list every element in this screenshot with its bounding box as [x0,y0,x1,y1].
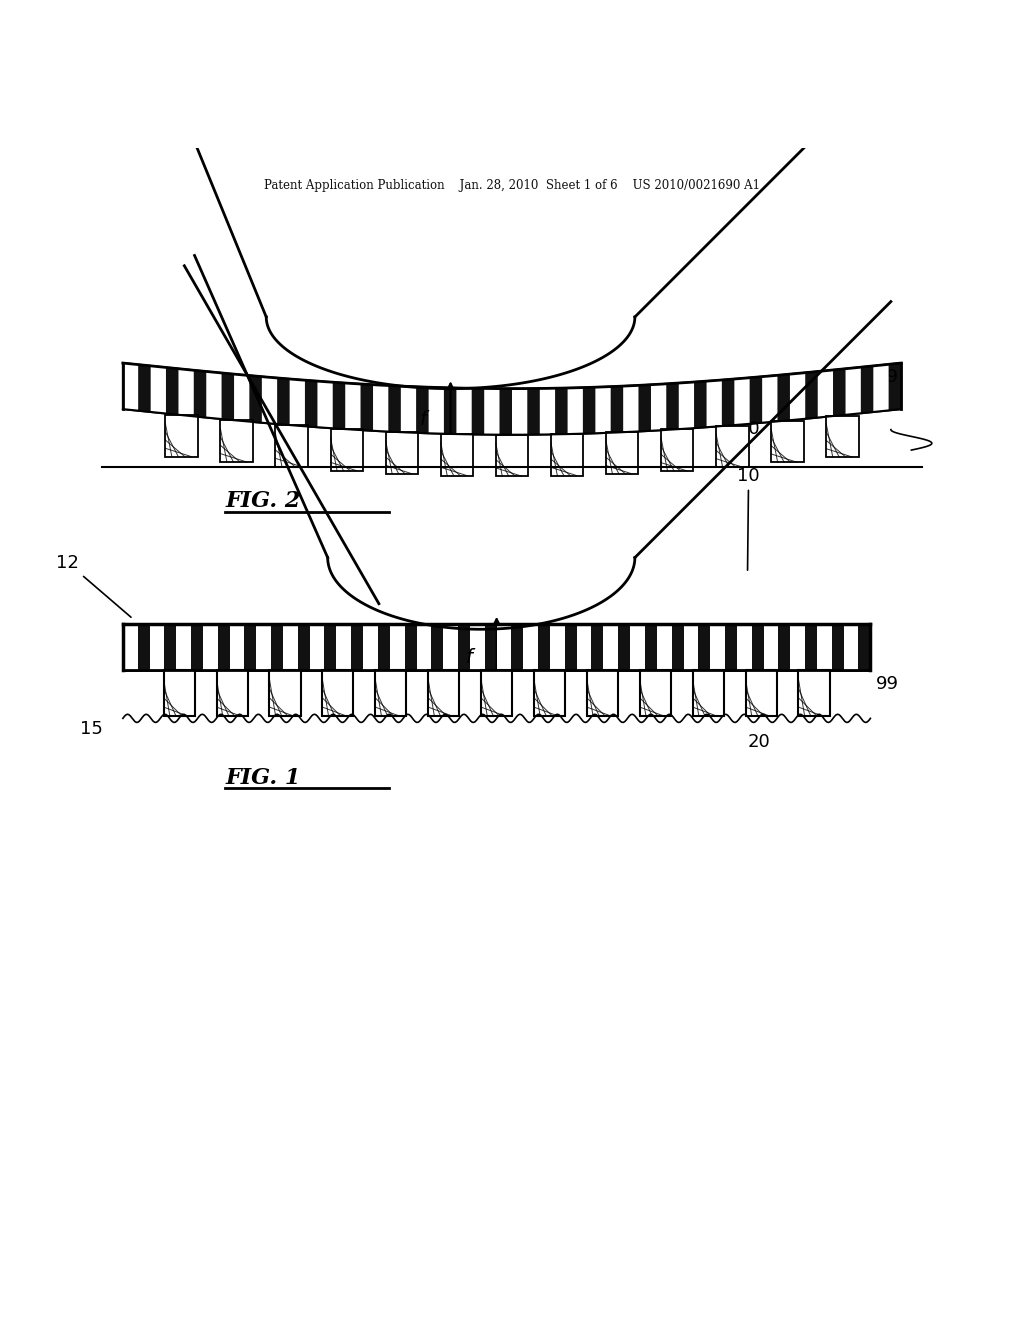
Polygon shape [817,624,831,671]
Bar [799,671,829,717]
Polygon shape [873,364,889,412]
Bar [386,432,418,474]
Polygon shape [484,388,500,434]
Polygon shape [818,370,834,418]
Polygon shape [317,381,333,428]
Polygon shape [373,384,388,432]
Text: 99: 99 [876,676,898,693]
Polygon shape [400,385,416,433]
Text: 15: 15 [80,719,102,738]
Polygon shape [345,383,360,430]
Polygon shape [577,624,592,671]
Polygon shape [540,388,555,434]
Text: Patent Application Publication    Jan. 28, 2010  Sheet 1 of 6    US 2010/0021690: Patent Application Publication Jan. 28, … [264,180,760,193]
Polygon shape [497,624,511,671]
Polygon shape [603,624,618,671]
Polygon shape [206,371,221,418]
Polygon shape [844,624,858,671]
Polygon shape [150,624,164,671]
Polygon shape [256,624,271,671]
Bar [165,414,198,457]
Polygon shape [123,363,901,434]
Polygon shape [734,378,750,425]
Bar [826,416,859,457]
Polygon shape [762,375,777,422]
Polygon shape [178,368,194,416]
Polygon shape [262,376,278,424]
Bar [771,421,804,462]
Bar [662,429,693,471]
Polygon shape [417,624,431,671]
Polygon shape [550,624,564,671]
Polygon shape [630,624,645,671]
Bar [716,425,749,467]
Polygon shape [290,379,305,426]
Polygon shape [512,388,527,434]
Bar [440,434,473,475]
Text: 20: 20 [748,733,770,751]
Polygon shape [229,624,245,671]
Bar [587,671,618,717]
Polygon shape [457,388,472,434]
Polygon shape [595,387,610,433]
Bar [123,624,870,671]
Polygon shape [737,624,752,671]
Text: 10: 10 [737,420,760,437]
Polygon shape [656,624,672,671]
Polygon shape [203,624,218,671]
Text: $\it{f}$: $\it{f}$ [419,409,431,429]
Text: 99: 99 [876,368,898,387]
Polygon shape [309,624,325,671]
Polygon shape [679,381,694,429]
Polygon shape [337,624,351,671]
Polygon shape [790,372,805,421]
Text: FIG. 2: FIG. 2 [225,490,301,512]
Bar [551,434,584,475]
Polygon shape [684,624,698,671]
Polygon shape [151,366,166,413]
Bar [640,671,671,717]
Bar [323,671,353,717]
Polygon shape [846,367,861,414]
Polygon shape [523,624,538,671]
Polygon shape [707,380,722,428]
Bar [745,671,777,717]
Polygon shape [624,385,639,433]
Polygon shape [443,624,458,671]
Text: FIG. 1: FIG. 1 [225,767,301,789]
Text: $\it{f}$: $\it{f}$ [465,648,477,667]
Bar [164,671,195,717]
Bar [428,671,460,717]
Polygon shape [567,388,583,434]
Bar [534,671,565,717]
Bar [481,671,512,717]
Bar [331,429,362,471]
Bar [220,421,253,462]
Bar [375,671,407,717]
Bar [606,433,638,474]
Polygon shape [364,624,378,671]
Polygon shape [123,624,137,671]
Polygon shape [429,387,444,434]
Bar [275,425,308,467]
Bar [216,671,248,717]
Polygon shape [651,384,667,430]
Polygon shape [711,624,725,671]
Polygon shape [390,624,404,671]
Polygon shape [123,363,138,411]
Polygon shape [470,624,484,671]
Text: 10: 10 [737,467,760,570]
Polygon shape [764,624,778,671]
Bar [496,434,528,477]
Polygon shape [283,624,298,671]
Polygon shape [234,374,250,421]
Polygon shape [176,624,190,671]
Polygon shape [791,624,805,671]
Text: 12: 12 [56,554,131,618]
Bar [269,671,301,717]
Bar [692,671,724,717]
